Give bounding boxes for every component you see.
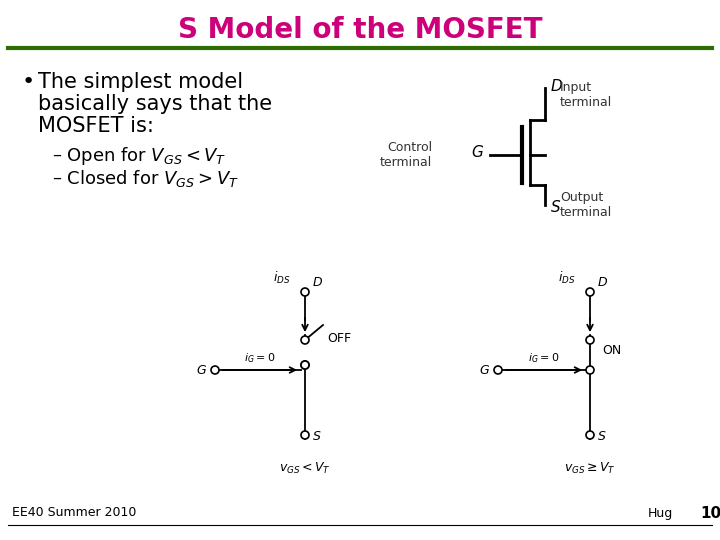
Text: Input
terminal: Input terminal: [560, 81, 612, 109]
Text: $G$: $G$: [471, 144, 484, 160]
Circle shape: [301, 361, 309, 369]
Circle shape: [494, 366, 502, 374]
Text: EE40 Summer 2010: EE40 Summer 2010: [12, 507, 136, 519]
Text: •: •: [22, 72, 35, 92]
Circle shape: [301, 336, 309, 344]
Text: $v_{GS} \geq V_T$: $v_{GS} \geq V_T$: [564, 461, 616, 476]
Circle shape: [586, 336, 594, 344]
Text: 10: 10: [700, 505, 720, 521]
Text: $G$: $G$: [479, 363, 490, 376]
Circle shape: [586, 366, 594, 374]
Text: – Closed for $V_{GS} > V_T$: – Closed for $V_{GS} > V_T$: [52, 168, 239, 189]
Text: $D$: $D$: [312, 276, 323, 289]
Text: $S$: $S$: [550, 199, 561, 215]
Circle shape: [301, 361, 309, 369]
Text: $v_{GS} < V_T$: $v_{GS} < V_T$: [279, 461, 331, 476]
Text: Output
terminal: Output terminal: [560, 191, 612, 219]
Text: $S$: $S$: [312, 430, 322, 443]
Circle shape: [211, 366, 219, 374]
Circle shape: [586, 431, 594, 439]
Text: Hug: Hug: [648, 507, 673, 519]
Text: $D$: $D$: [597, 276, 608, 289]
Text: Control
terminal: Control terminal: [379, 141, 432, 169]
Circle shape: [586, 288, 594, 296]
Text: basically says that the: basically says that the: [38, 94, 272, 114]
Text: $G$: $G$: [196, 363, 207, 376]
Text: S Model of the MOSFET: S Model of the MOSFET: [178, 16, 542, 44]
Text: $i_G = 0$: $i_G = 0$: [528, 351, 559, 365]
Circle shape: [301, 288, 309, 296]
Text: $i_{DS}$: $i_{DS}$: [272, 270, 290, 286]
Text: $S$: $S$: [597, 430, 606, 443]
Text: – Open for $V_{GS} < V_T$: – Open for $V_{GS} < V_T$: [52, 145, 227, 167]
Text: MOSFET is:: MOSFET is:: [38, 116, 154, 136]
Text: ON: ON: [602, 343, 621, 356]
Text: $i_G = 0$: $i_G = 0$: [244, 351, 276, 365]
Text: $D$: $D$: [550, 78, 563, 94]
Text: The simplest model: The simplest model: [38, 72, 243, 92]
Circle shape: [301, 431, 309, 439]
Text: OFF: OFF: [327, 332, 351, 345]
Text: $i_{DS}$: $i_{DS}$: [557, 270, 575, 286]
